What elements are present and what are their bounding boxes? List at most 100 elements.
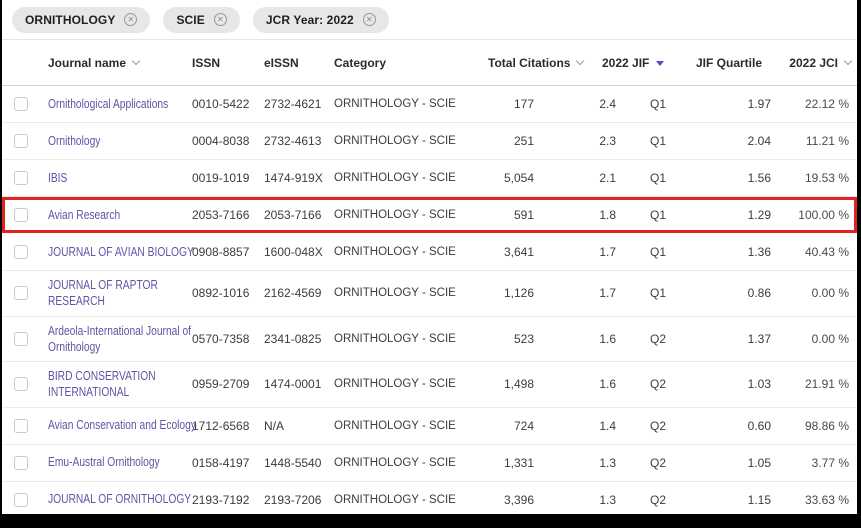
jif-cell: 1.6 bbox=[599, 331, 616, 346]
row-checkbox[interactable] bbox=[14, 418, 28, 433]
jci-percentile-cell: 11.21 % bbox=[805, 134, 849, 148]
table-row[interactable]: JOURNAL OF ORNITHOLOGY 2193-7192 2193-72… bbox=[2, 481, 857, 514]
total-citations-cell: 251 bbox=[513, 134, 534, 148]
journal-name-link[interactable]: Avian Conservation and Ecology bbox=[48, 418, 196, 433]
row-checkbox[interactable] bbox=[14, 377, 28, 392]
total-citations-cell: 724 bbox=[513, 418, 534, 433]
eissn-cell: 1448-5540 bbox=[264, 455, 322, 470]
jci-percentile-cell: 22.12 % bbox=[804, 97, 849, 111]
total-citations-cell: 177 bbox=[513, 97, 534, 111]
row-checkbox[interactable] bbox=[14, 455, 28, 470]
column-header-2022-jci[interactable]: 2022 JCI bbox=[783, 56, 857, 70]
column-header-label: Total Citations bbox=[488, 55, 571, 70]
table-row[interactable]: Emu-Austral Ornithology 0158-4197 1448-5… bbox=[2, 444, 857, 482]
row-checkbox-cell bbox=[2, 280, 36, 306]
table-row[interactable]: Avian Conservation and Ecology 1712-6568… bbox=[2, 407, 857, 445]
filter-chip[interactable]: SCIE ✕ bbox=[163, 6, 240, 33]
category-cell: ORNITHOLOGY - SCIE bbox=[334, 172, 456, 184]
table-row[interactable]: Ornithology 0004-8038 2732-4613 ORNITHOL… bbox=[2, 123, 857, 160]
row-checkbox[interactable] bbox=[14, 286, 28, 301]
jci-percentile-cell: 0.00 % bbox=[811, 286, 849, 301]
close-icon[interactable]: ✕ bbox=[213, 13, 227, 26]
column-header-label: Journal name bbox=[48, 55, 127, 70]
jci-cell: 1.97 bbox=[747, 97, 771, 111]
row-checkbox[interactable] bbox=[14, 97, 28, 111]
journal-name-link[interactable]: IBIS bbox=[48, 170, 68, 185]
category-cell: ORNITHOLOGY - SCIE bbox=[334, 456, 456, 469]
column-header-2022-jif[interactable]: 2022 JIF bbox=[562, 56, 665, 70]
jci-percentile-cell: 0.00 % bbox=[811, 331, 849, 346]
total-citations-cell: 1,331 bbox=[503, 455, 534, 470]
eissn-cell: 1474-0001 bbox=[264, 377, 322, 392]
jif-cell: 2.3 bbox=[599, 134, 616, 148]
row-checkbox[interactable] bbox=[14, 208, 28, 222]
journal-name-link[interactable]: Ardeola-International Journal of Ornitho… bbox=[48, 323, 192, 354]
row-checkbox[interactable] bbox=[14, 245, 28, 259]
table-row[interactable]: BIRD CONSERVATION INTERNATIONAL 0959-270… bbox=[2, 362, 857, 408]
journal-name-cell: Avian Research bbox=[36, 201, 188, 229]
jci-cell: 0.60 bbox=[747, 418, 771, 433]
row-checkbox[interactable] bbox=[14, 171, 28, 185]
filter-chip[interactable]: ORNITHOLOGY ✕ bbox=[12, 6, 151, 33]
total-citations-cell: 523 bbox=[513, 331, 534, 346]
eissn-cell: 2732-4613 bbox=[264, 134, 322, 148]
column-header-label: JIF Quartile bbox=[696, 55, 763, 70]
eissn-cell: 2732-4621 bbox=[264, 97, 322, 111]
issn-cell: 0892-1016 bbox=[192, 286, 250, 301]
jif-quartile-cell: Q1 bbox=[649, 171, 666, 185]
column-header-total-citations[interactable]: Total Citations bbox=[476, 56, 585, 70]
close-icon[interactable]: ✕ bbox=[124, 13, 138, 26]
table-row[interactable]: IBIS 0019-1019 1474-919X ORNITHOLOGY - S… bbox=[2, 160, 857, 197]
filter-chip-label: JCR Year: 2022 bbox=[265, 12, 354, 27]
eissn-cell: 1474-919X bbox=[264, 171, 323, 185]
row-checkbox[interactable] bbox=[14, 492, 28, 507]
table-row[interactable]: JOURNAL OF AVIAN BIOLOGY 0908-8857 1600-… bbox=[2, 234, 857, 271]
journal-name-link[interactable]: Ornithology bbox=[48, 133, 101, 148]
jif-quartile-cell: Q2 bbox=[649, 455, 666, 470]
issn-cell: 2193-7192 bbox=[192, 492, 250, 507]
chevron-down-icon bbox=[131, 56, 141, 65]
row-checkbox[interactable] bbox=[14, 331, 28, 346]
journal-table-body: Ornithological Applications 0010-5422 27… bbox=[2, 86, 857, 514]
table-row[interactable]: Avian Research 2053-7166 2053-7166 ORNIT… bbox=[2, 197, 857, 234]
journal-name-cell: IBIS bbox=[36, 164, 188, 192]
journal-name-cell: Emu-Austral Ornithology bbox=[36, 448, 188, 476]
filter-chip-label: ORNITHOLOGY bbox=[25, 12, 116, 27]
jif-cell: 2.1 bbox=[599, 171, 616, 185]
jci-cell: 1.56 bbox=[747, 171, 771, 185]
jif-quartile-cell: Q1 bbox=[649, 134, 666, 148]
journal-name-link[interactable]: Avian Research bbox=[48, 207, 121, 222]
journal-name-cell: JOURNAL OF ORNITHOLOGY bbox=[36, 485, 191, 513]
jif-cell: 2.4 bbox=[599, 97, 616, 111]
total-citations-cell: 3,396 bbox=[503, 492, 534, 507]
journal-name-cell: BIRD CONSERVATION INTERNATIONAL bbox=[36, 362, 188, 407]
jci-cell: 1.03 bbox=[747, 377, 771, 392]
category-cell: ORNITHOLOGY - SCIE bbox=[334, 378, 456, 391]
jci-cell: 1.15 bbox=[747, 492, 771, 507]
eissn-cell: 1600-048X bbox=[264, 245, 323, 259]
issn-cell: 0010-5422 bbox=[192, 97, 250, 111]
journal-name-link[interactable]: JOURNAL OF ORNITHOLOGY bbox=[48, 492, 192, 507]
column-header-eissn: eISSN bbox=[258, 56, 328, 70]
table-row[interactable]: Ardeola-International Journal of Ornitho… bbox=[2, 316, 857, 362]
journal-name-link[interactable]: BIRD CONSERVATION INTERNATIONAL bbox=[48, 369, 156, 400]
journal-name-cell: Ardeola-International Journal of Ornitho… bbox=[36, 317, 191, 362]
column-header-journal-name[interactable]: Journal name bbox=[36, 56, 188, 70]
filter-chip[interactable]: JCR Year: 2022 ✕ bbox=[252, 6, 389, 33]
total-citations-cell: 3,641 bbox=[503, 245, 534, 259]
jci-percentile-cell: 3.77 % bbox=[811, 455, 849, 470]
jci-cell: 1.29 bbox=[747, 208, 771, 222]
journal-name-link[interactable]: JOURNAL OF AVIAN BIOLOGY bbox=[48, 244, 194, 259]
journal-name-link[interactable]: Ornithological Applications bbox=[48, 96, 169, 111]
journal-name-cell: Avian Conservation and Ecology bbox=[36, 411, 196, 439]
table-row[interactable]: JOURNAL OF RAPTOR RESEARCH 0892-1016 216… bbox=[2, 271, 857, 317]
jif-cell: 1.8 bbox=[599, 208, 616, 222]
row-checkbox-cell bbox=[2, 413, 36, 439]
close-icon[interactable]: ✕ bbox=[362, 13, 376, 26]
row-checkbox[interactable] bbox=[14, 134, 28, 148]
journal-name-link[interactable]: Emu-Austral Ornithology bbox=[48, 455, 160, 470]
row-checkbox-cell bbox=[2, 450, 36, 476]
table-row[interactable]: Ornithological Applications 0010-5422 27… bbox=[2, 86, 857, 123]
journal-name-link[interactable]: JOURNAL OF RAPTOR RESEARCH bbox=[48, 278, 158, 309]
jci-percentile-cell: 33.63 % bbox=[804, 492, 849, 507]
